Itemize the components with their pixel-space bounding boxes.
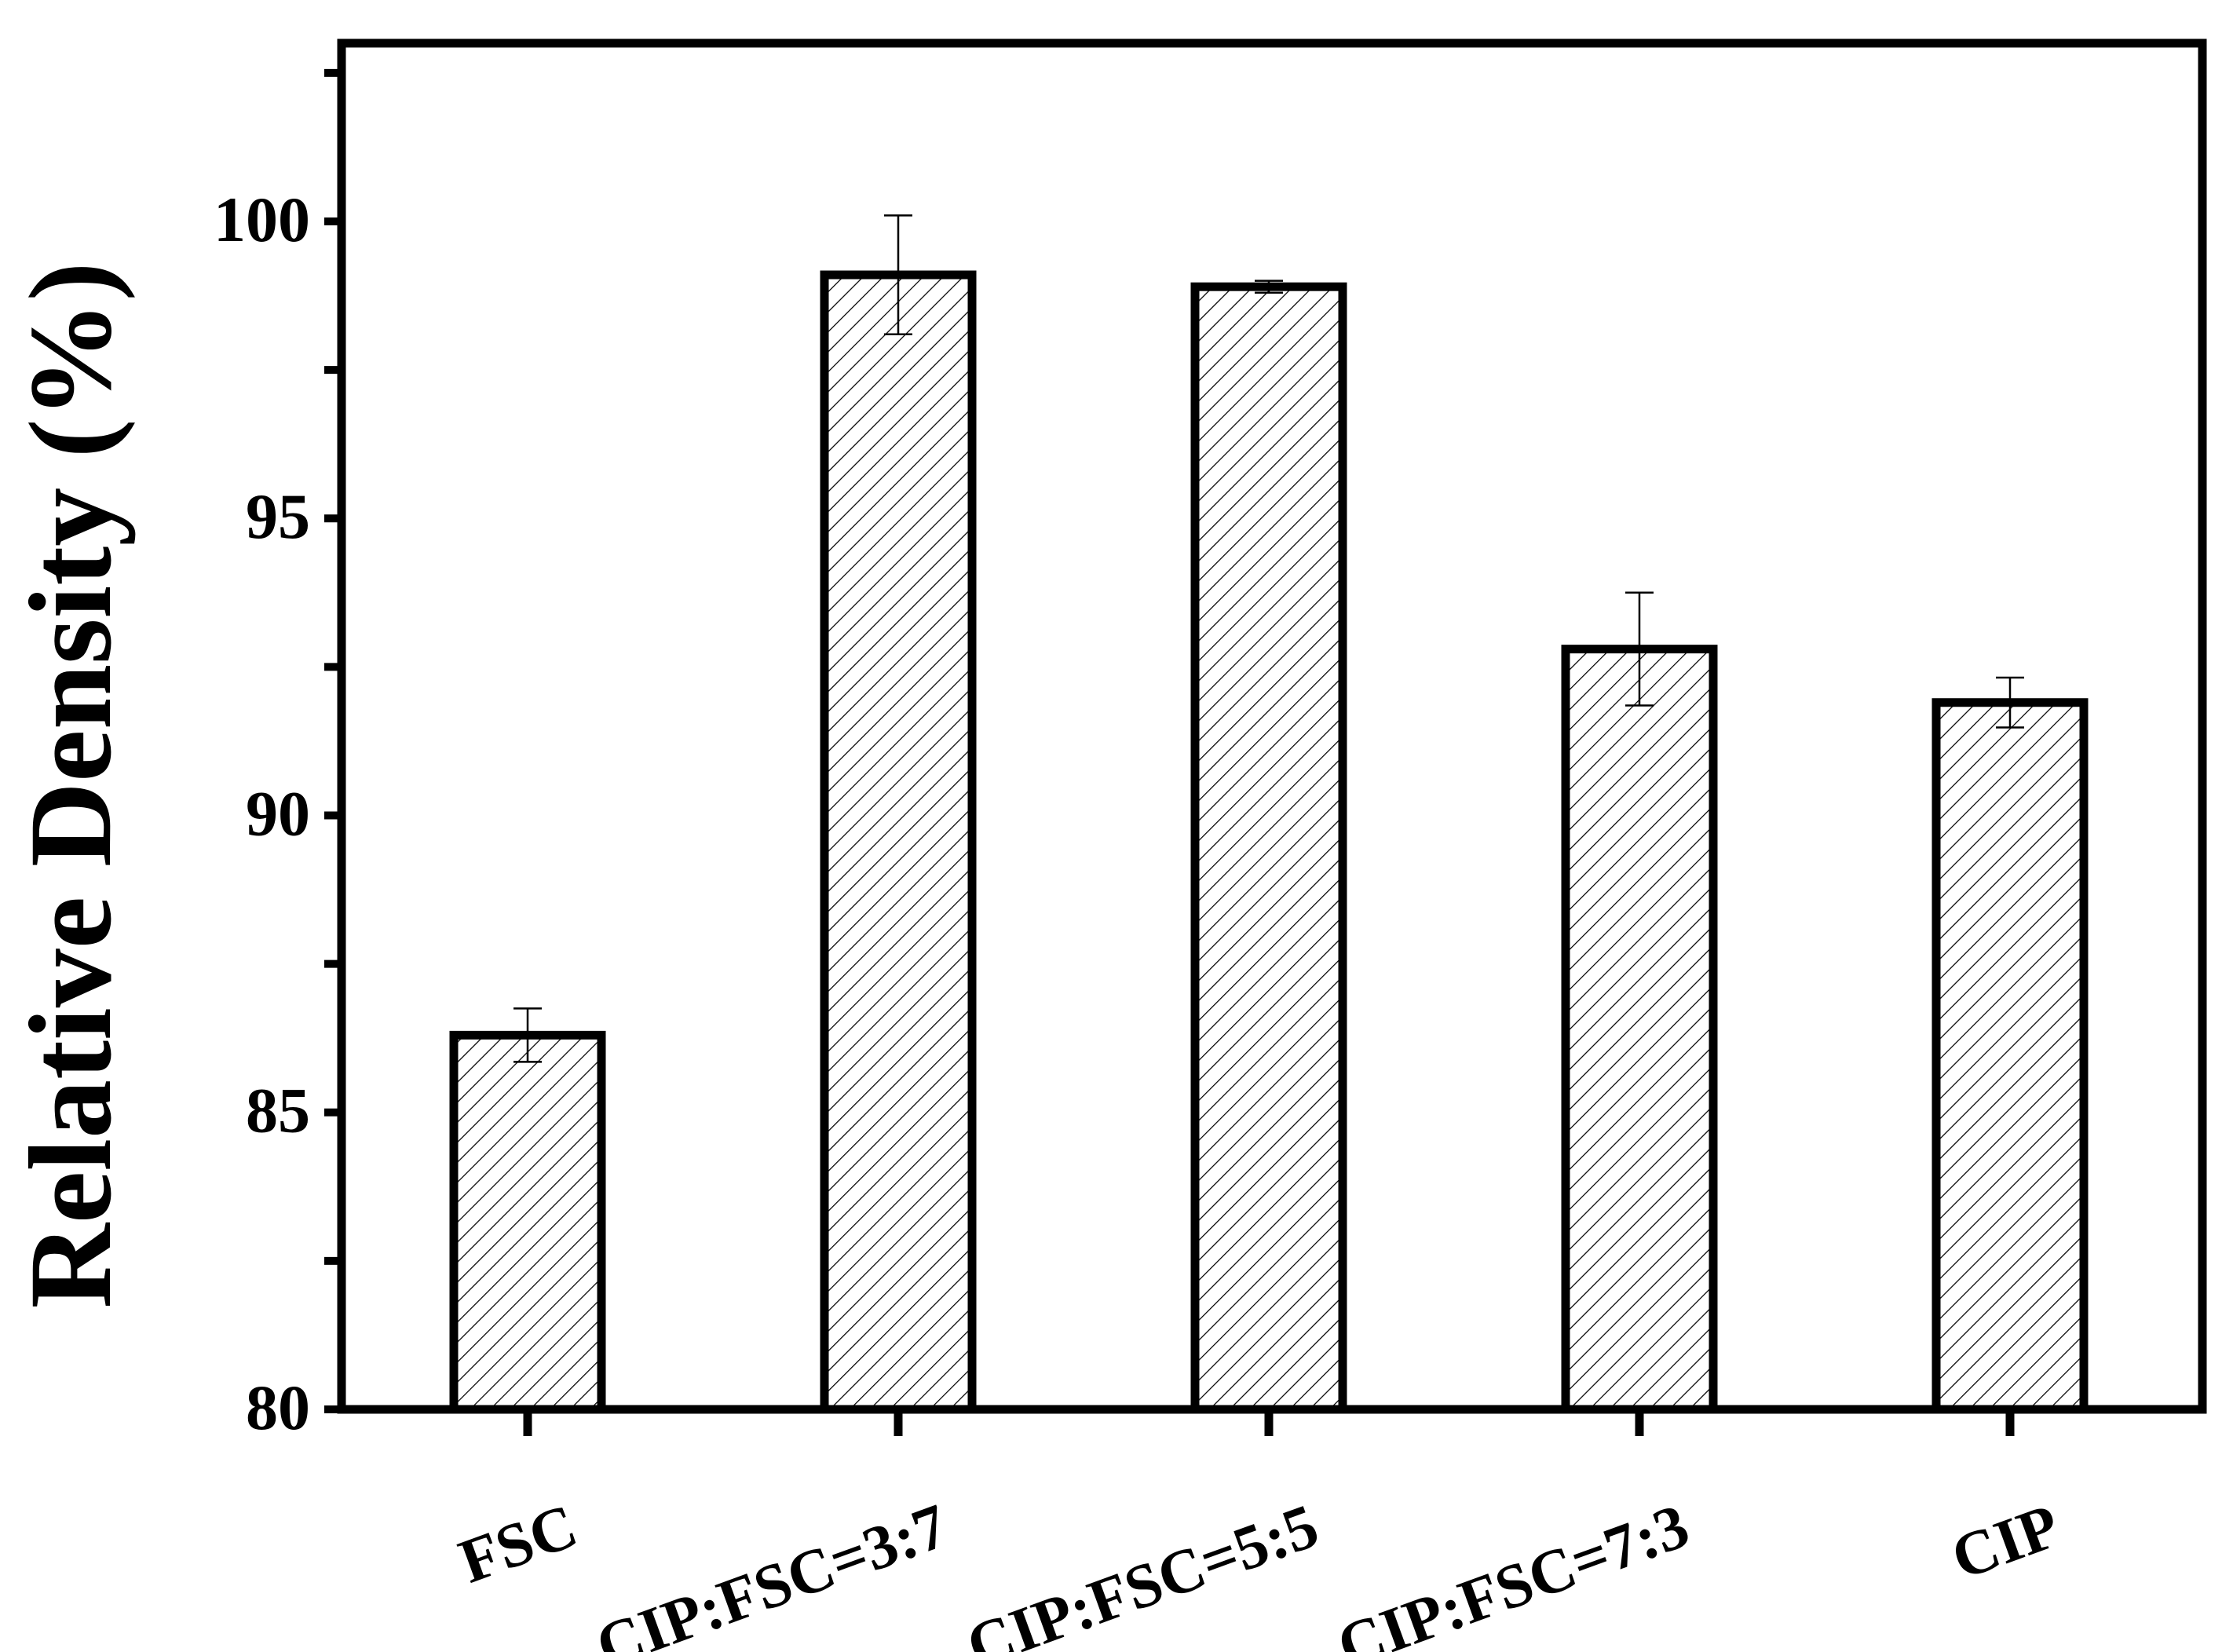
bar-fsc (449, 1030, 606, 1414)
error-bar (1625, 591, 1654, 707)
x-tick-label: CIP (1943, 1491, 2069, 1593)
bar-cip (1931, 698, 2089, 1414)
y-tick-label: 100 (214, 184, 310, 255)
error-bar (1996, 676, 2024, 729)
x-tick-label: CIP:FSC=5:5 (958, 1491, 1327, 1652)
y-axis-ticks: 80 85 90 95 100 (214, 68, 342, 1443)
error-bar (884, 214, 912, 335)
y-tick-label: 80 (246, 1372, 310, 1443)
bar-cip-fsc-5-5 (1190, 282, 1347, 1414)
x-tick-label: CIP:FSC=3:7 (587, 1491, 956, 1652)
bar-cip-fsc-3-7 (820, 270, 977, 1414)
x-axis-ticks: FSC CIP:FSC=3:7 CIP:FSC=5:5 CIP:FSC=7:3 CIP (451, 1409, 2068, 1652)
y-axis-title: Relative Density (%) (5, 261, 136, 1308)
y-tick-label: 90 (246, 777, 310, 849)
error-bar (1255, 280, 1283, 294)
x-tick-label: FSC (451, 1491, 586, 1596)
bar-cip-fsc-7-3 (1561, 645, 1718, 1414)
y-tick-label: 85 (246, 1075, 310, 1146)
bars-group (449, 214, 2089, 1414)
y-tick-label: 95 (246, 481, 310, 552)
error-bar (513, 1007, 542, 1063)
x-tick-label: CIP:FSC=7:3 (1328, 1491, 1698, 1652)
